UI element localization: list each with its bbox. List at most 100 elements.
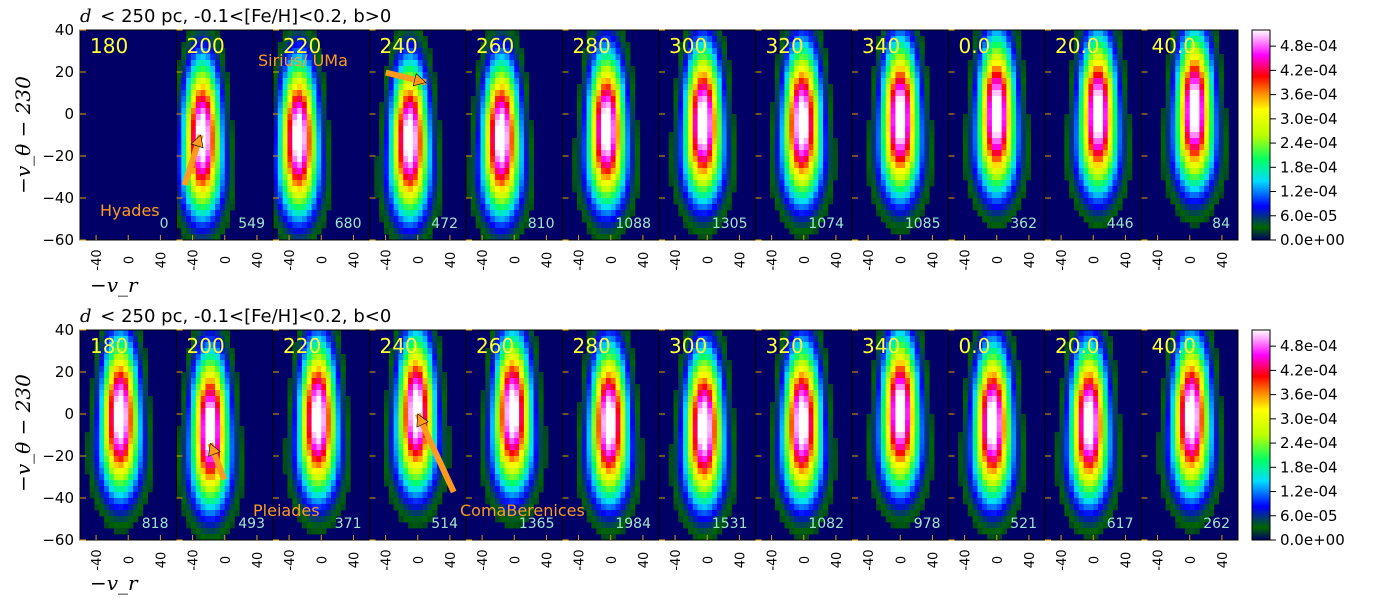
heatmap-cell xyxy=(494,198,501,205)
heatmap-cell xyxy=(475,120,481,127)
heatmap-cell xyxy=(108,408,115,415)
heatmap-cell xyxy=(1112,36,1118,43)
heatmap-cell xyxy=(794,228,800,235)
heatmap-cell xyxy=(123,474,129,481)
heatmap-cell xyxy=(118,522,124,529)
heatmap-cell xyxy=(408,180,414,187)
heatmap-cell xyxy=(1011,66,1017,73)
heatmap-cell xyxy=(1006,204,1012,211)
heatmap-cell xyxy=(224,216,230,223)
heatmap-cell xyxy=(1083,162,1089,169)
heatmap-cell xyxy=(876,108,882,115)
heatmap-cell xyxy=(176,192,182,199)
heatmap-cell xyxy=(432,198,438,205)
heatmap-cell xyxy=(726,168,732,175)
heatmap-cell xyxy=(885,180,891,187)
heatmap-cell xyxy=(1194,162,1200,169)
heatmap-cell xyxy=(215,222,221,229)
heatmap-cell xyxy=(1083,204,1089,211)
heatmap-cell xyxy=(301,72,308,79)
heatmap-cell xyxy=(1223,150,1229,157)
heatmap-cell xyxy=(1112,78,1118,85)
heatmap-cell xyxy=(326,174,332,181)
heatmap-cell xyxy=(774,150,781,157)
heatmap-cell xyxy=(490,228,496,235)
heatmap-cell xyxy=(176,132,182,139)
heatmap-cell xyxy=(1006,48,1012,55)
heatmap-cell xyxy=(108,498,115,505)
heatmap-cell xyxy=(215,48,221,55)
x-tick-label: 0 xyxy=(1087,256,1102,264)
heatmap-cell xyxy=(726,90,732,97)
heatmap-cell xyxy=(707,36,713,43)
heatmap-cell xyxy=(687,84,694,91)
heatmap-cell xyxy=(605,174,612,181)
heatmap-cell xyxy=(596,222,602,229)
heatmap-cell xyxy=(1011,162,1017,169)
heatmap-cell xyxy=(721,66,727,73)
heatmap-cell xyxy=(1218,138,1224,145)
heatmap-cell xyxy=(601,234,607,241)
heatmap-cell xyxy=(379,174,385,181)
heatmap-cell xyxy=(1175,108,1181,115)
heatmap-cell xyxy=(1209,84,1215,91)
heatmap-cell xyxy=(586,192,592,199)
heatmap-cell xyxy=(519,90,525,97)
heatmap-cell xyxy=(301,36,308,43)
heatmap-cell xyxy=(779,144,785,151)
heatmap-cell xyxy=(982,192,988,199)
heatmap-cell xyxy=(1194,42,1200,49)
heatmap-cell xyxy=(620,102,626,109)
heatmap-cell xyxy=(1199,102,1205,109)
heatmap-cell xyxy=(687,36,694,43)
heatmap-cell xyxy=(205,204,211,211)
x-tick-label: 40 xyxy=(1119,252,1134,269)
heatmap-cell xyxy=(827,162,834,169)
heatmap-cell xyxy=(475,108,481,115)
heatmap-cell xyxy=(388,174,395,181)
heatmap-cell xyxy=(480,102,486,109)
heatmap-cell xyxy=(273,90,279,97)
heatmap-cell xyxy=(1006,168,1012,175)
heatmap-cell xyxy=(205,78,211,85)
heatmap-cell xyxy=(292,90,298,97)
heatmap-cell xyxy=(412,222,419,229)
heatmap-cell xyxy=(408,36,414,43)
heatmap-cell xyxy=(987,216,993,223)
heatmap-cell xyxy=(273,60,279,67)
heatmap-cell xyxy=(630,120,636,127)
heatmap-cell xyxy=(779,192,785,199)
heatmap-cell xyxy=(282,48,288,55)
heatmap-cell xyxy=(789,138,795,145)
heatmap-cell xyxy=(297,192,303,199)
heatmap-cell xyxy=(972,204,978,211)
heatmap-cell xyxy=(1175,90,1181,97)
heatmap-cell xyxy=(306,156,312,163)
heatmap-cell xyxy=(769,180,776,187)
heatmap-cell xyxy=(1016,132,1022,139)
heatmap-cell xyxy=(215,102,221,109)
heatmap-cell xyxy=(1112,120,1118,127)
heatmap-cell xyxy=(1194,78,1200,85)
heatmap-cell xyxy=(89,384,95,391)
heatmap-cell xyxy=(1078,66,1085,73)
heatmap-cell xyxy=(379,156,385,163)
heatmap-cell xyxy=(813,192,819,199)
heatmap-cell xyxy=(982,102,988,109)
heatmap-cell xyxy=(1001,216,1007,223)
heatmap-cell xyxy=(794,42,800,49)
heatmap-cell xyxy=(784,204,790,211)
heatmap-cell xyxy=(277,66,284,73)
heatmap-cell xyxy=(292,162,298,169)
heatmap-cell xyxy=(1016,60,1022,67)
heatmap-cell xyxy=(422,90,428,97)
heatmap-cell xyxy=(1098,96,1104,103)
heatmap-cell xyxy=(1078,138,1085,145)
heatmap-cell xyxy=(996,174,1002,181)
heatmap-cell xyxy=(383,222,390,229)
heatmap-cell xyxy=(113,420,120,427)
heatmap-cell xyxy=(687,228,694,235)
heatmap-cell xyxy=(326,168,332,175)
heatmap-cell xyxy=(630,126,636,133)
heatmap-cell xyxy=(1204,120,1210,127)
